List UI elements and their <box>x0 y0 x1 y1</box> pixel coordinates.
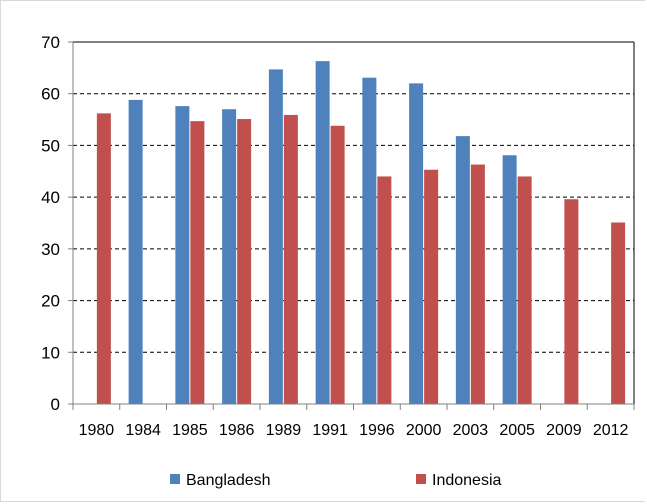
bar-bangladesh-1991 <box>315 61 330 405</box>
bar-indonesia-1991 <box>330 125 345 404</box>
bars <box>96 61 626 405</box>
x-tick-labels: 1980 1984 1985 1986 1989 1991 1996 2000 2003 2005… <box>79 422 629 439</box>
legend: Bangladesh Indonesia <box>170 472 501 489</box>
y-tick-labels: 0 10 20 30 40 50 60 70 <box>41 33 60 414</box>
y-tick-label: 20 <box>41 292 60 311</box>
x-tick-label: 1996 <box>359 422 395 439</box>
y-tick-label: 50 <box>41 136 60 155</box>
bar-bangladesh-1985 <box>175 106 190 404</box>
bar-indonesia-2000 <box>424 169 439 404</box>
bar-bangladesh-1986 <box>222 109 237 404</box>
axes <box>68 41 635 410</box>
y-tick-label: 30 <box>41 240 60 259</box>
bar-bangladesh-1996 <box>362 77 377 404</box>
x-tick-label: 2003 <box>453 422 489 439</box>
y-tick-label: 60 <box>41 85 60 104</box>
x-tick-label: 2005 <box>499 422 535 439</box>
bar-bangladesh-2003 <box>455 136 470 404</box>
y-tick-label: 10 <box>41 343 60 362</box>
bar-indonesia-1996 <box>377 176 392 404</box>
bar-bangladesh-1989 <box>268 69 283 404</box>
bar-indonesia-2003 <box>470 164 485 404</box>
x-tick-label: 2012 <box>593 422 629 439</box>
x-tick-label: 1984 <box>125 422 161 439</box>
x-tick-label: 1985 <box>172 422 208 439</box>
y-tick-label: 40 <box>41 188 60 207</box>
x-tick-label: 1986 <box>219 422 255 439</box>
x-tick-label: 1991 <box>312 422 348 439</box>
bar-bangladesh-1984 <box>128 99 143 405</box>
bar-indonesia-2012 <box>611 222 626 404</box>
legend-swatch-indonesia <box>416 474 426 484</box>
bar-indonesia-1980 <box>96 113 111 404</box>
x-tick-label: 2000 <box>406 422 442 439</box>
y-tick-label: 0 <box>51 395 60 414</box>
bar-indonesia-2009 <box>564 199 579 404</box>
legend-label-bangladesh: Bangladesh <box>186 472 271 489</box>
legend-swatch-bangladesh <box>170 474 180 484</box>
bar-indonesia-1986 <box>237 119 252 404</box>
x-tick-label: 1980 <box>79 422 115 439</box>
bar-bangladesh-2005 <box>502 155 517 404</box>
x-tick-label: 2009 <box>546 422 582 439</box>
bar-bangladesh-2000 <box>409 83 424 404</box>
x-tick-label: 1989 <box>266 422 302 439</box>
bar-indonesia-1985 <box>190 121 205 404</box>
legend-label-indonesia: Indonesia <box>432 472 501 489</box>
bar-indonesia-2005 <box>517 176 532 404</box>
gridlines <box>73 93 634 353</box>
y-tick-label: 70 <box>41 33 60 52</box>
bar-indonesia-1989 <box>283 114 298 404</box>
